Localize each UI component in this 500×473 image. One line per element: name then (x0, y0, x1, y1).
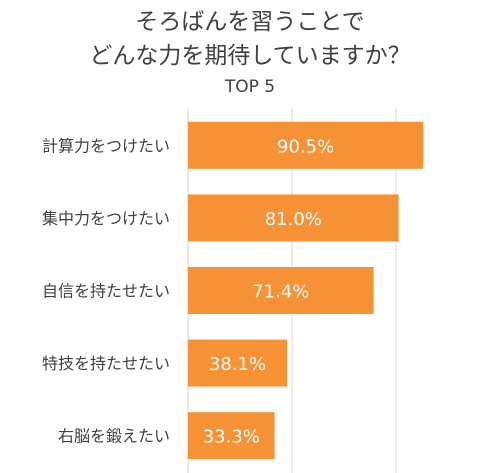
chart-title-line-1: そろばんを習うことで (135, 9, 365, 35)
category-label: 右脳を鍛えたい (58, 427, 170, 446)
data-label: 81.0% (265, 209, 322, 230)
category-label: 計算力をつけたい (42, 136, 170, 155)
data-label: 71.4% (252, 282, 309, 303)
category-label: 特技を持たせたい (42, 354, 170, 373)
chart-title-line-2: どんな力を期待していますか？ (89, 43, 411, 69)
bar (188, 121, 424, 169)
bar (188, 267, 374, 314)
bar (188, 339, 288, 387)
bar (188, 194, 399, 242)
data-label: 90.5% (277, 136, 334, 157)
category-label: 自信を持たせたい (42, 282, 170, 301)
data-label: 38.1% (209, 354, 266, 375)
bar (188, 412, 275, 460)
data-label: 33.3% (203, 427, 260, 448)
chart-subtitle: TOP 5 (224, 77, 276, 97)
category-label: 集中力をつけたい (42, 209, 170, 228)
